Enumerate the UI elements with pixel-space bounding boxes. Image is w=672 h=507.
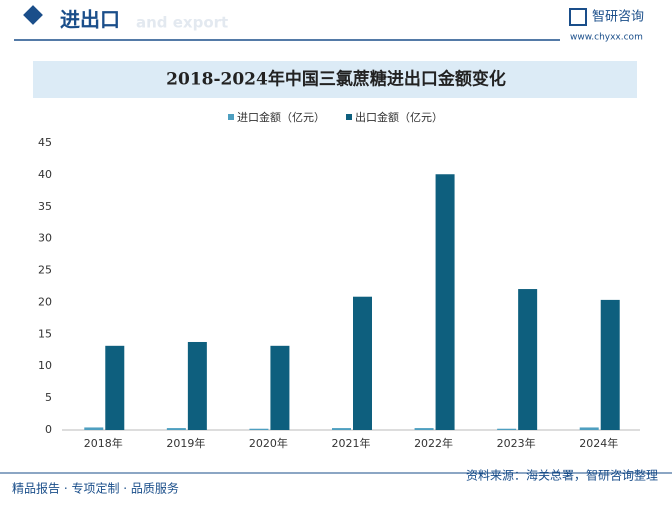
chart-title: 2018-2024年中国三氯蔗糖进出口金额变化 bbox=[166, 69, 506, 90]
bar bbox=[414, 428, 434, 430]
y-tick-label: 15 bbox=[38, 327, 52, 340]
bar bbox=[105, 345, 125, 430]
x-tick-label: 2019年 bbox=[166, 436, 205, 450]
x-tick-label: 2024年 bbox=[579, 436, 618, 450]
bar bbox=[332, 428, 351, 430]
x-tick-label: 2022年 bbox=[414, 436, 453, 450]
footer-right: 资料来源：海关总署，智研咨询整理 bbox=[466, 468, 658, 483]
y-tick-label: 10 bbox=[38, 359, 52, 372]
y-tick-label: 0 bbox=[45, 423, 52, 436]
x-tick-label: 2021年 bbox=[332, 436, 371, 450]
bar bbox=[600, 299, 620, 430]
header-subtitle: and export bbox=[136, 14, 228, 32]
y-tick-label: 20 bbox=[38, 295, 52, 308]
x-tick-label: 2020年 bbox=[249, 436, 288, 450]
y-tick-label: 35 bbox=[38, 200, 52, 213]
brand-url: www.chyxx.com bbox=[570, 33, 643, 43]
brand-name: 智研咨询 bbox=[592, 10, 644, 25]
bar bbox=[249, 428, 269, 430]
y-tick-label: 45 bbox=[38, 136, 52, 149]
y-tick-label: 40 bbox=[38, 168, 52, 181]
bar bbox=[497, 428, 517, 430]
bar bbox=[579, 427, 599, 430]
footer-left: 精品报告 · 专项定制 · 品质服务 bbox=[12, 481, 179, 496]
x-tick-label: 2023年 bbox=[497, 436, 536, 450]
legend-swatch bbox=[228, 114, 234, 120]
bar bbox=[435, 174, 455, 430]
bar bbox=[84, 427, 104, 430]
bar bbox=[187, 341, 207, 430]
title-bar bbox=[33, 61, 637, 98]
bar bbox=[270, 345, 290, 430]
legend-swatch bbox=[346, 114, 352, 120]
bar bbox=[518, 289, 538, 430]
y-tick-label: 30 bbox=[38, 232, 52, 245]
x-tick-label: 2018年 bbox=[84, 436, 123, 450]
header-title: 进出口 bbox=[60, 8, 120, 32]
brand-logo bbox=[569, 8, 587, 26]
legend-label: 进口金额（亿元） bbox=[237, 110, 325, 124]
bar bbox=[166, 428, 186, 430]
header-icon bbox=[23, 5, 43, 25]
legend-label: 出口金额（亿元） bbox=[355, 110, 443, 124]
y-tick-label: 5 bbox=[45, 391, 52, 404]
y-tick-label: 25 bbox=[38, 264, 52, 277]
bar bbox=[353, 296, 372, 430]
